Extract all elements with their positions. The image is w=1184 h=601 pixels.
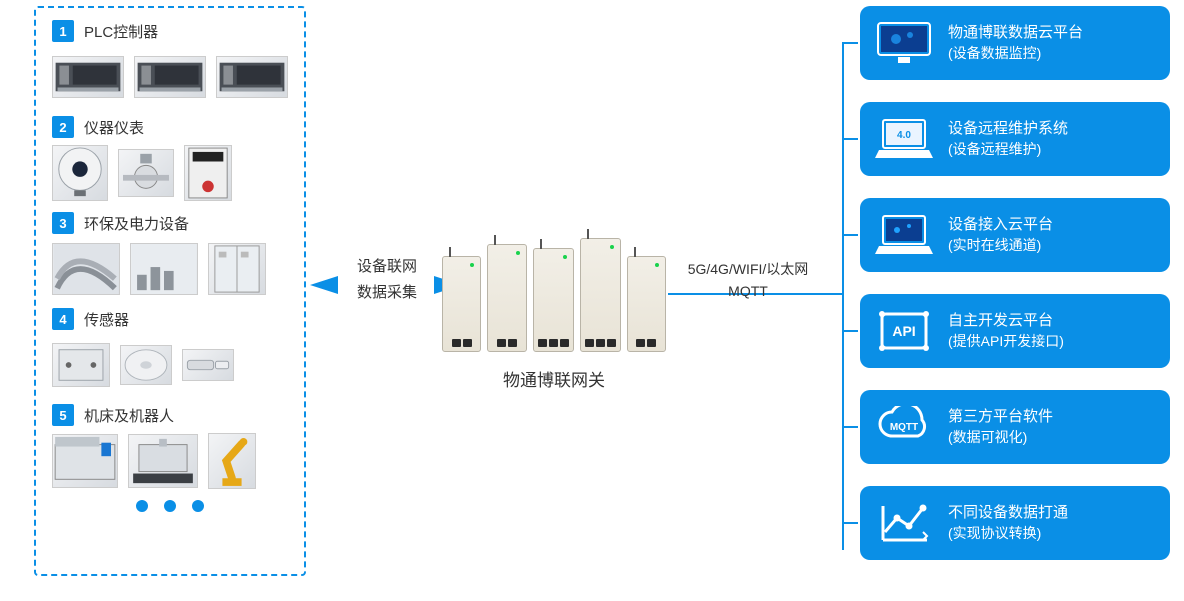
api-icon: API xyxy=(874,307,934,355)
category-title: 环保及电力设备 xyxy=(84,213,189,234)
device-image xyxy=(52,243,120,295)
category-2: 2 仪器仪表 xyxy=(52,116,288,202)
monitor-icon xyxy=(874,19,934,67)
mid-label-2: 数据采集 xyxy=(332,280,442,306)
chart-icon xyxy=(874,499,934,547)
service-card-6: 不同设备数据打通(实现协议转换) xyxy=(860,486,1170,560)
card-text: 不同设备数据打通(实现协议转换) xyxy=(948,503,1068,543)
category-num: 3 xyxy=(52,212,74,234)
gateway-unit xyxy=(442,256,481,352)
device-image xyxy=(52,145,108,201)
device-image xyxy=(182,349,234,381)
gateway-unit xyxy=(627,256,666,352)
laptop-icon: 4.0 xyxy=(874,115,934,163)
device-image xyxy=(184,145,232,201)
device-image xyxy=(118,149,174,197)
device-image xyxy=(128,434,198,488)
svg-text:API: API xyxy=(892,323,915,339)
card-line1: 不同设备数据打通 xyxy=(948,503,1068,523)
device-image xyxy=(216,56,288,98)
device-image xyxy=(208,243,266,295)
device-image xyxy=(52,343,110,387)
card-line1: 物通博联数据云平台 xyxy=(948,23,1083,43)
category-images xyxy=(52,48,288,106)
service-card-2: 4.0 设备远程维护系统(设备远程维护) xyxy=(860,102,1170,176)
device-image xyxy=(208,433,256,489)
svg-text:MQTT: MQTT xyxy=(890,422,918,433)
card-line2: (设备远程维护) xyxy=(948,139,1068,159)
service-card-1: 物通博联数据云平台(设备数据监控) xyxy=(860,6,1170,80)
pager-dot[interactable] xyxy=(192,500,204,512)
right-cards-column: 物通博联数据云平台(设备数据监控) 4.0 设备远程维护系统(设备远程维护) 设备接入… xyxy=(860,6,1170,560)
category-num: 4 xyxy=(52,308,74,330)
category-4: 4 传感器 xyxy=(52,308,288,394)
mid-labels: 设备联网 数据采集 xyxy=(332,254,442,306)
service-card-5: MQTT 第三方平台软件(数据可视化) xyxy=(860,390,1170,464)
pager-dot[interactable] xyxy=(136,500,148,512)
category-title: PLC控制器 xyxy=(84,21,158,42)
right-link-l1: 5G/4G/WIFI/以太网 xyxy=(678,258,818,280)
category-images xyxy=(52,144,288,202)
card-text: 第三方平台软件(数据可视化) xyxy=(948,407,1053,447)
right-link-l2: MQTT xyxy=(678,280,818,302)
card-text: 设备远程维护系统(设备远程维护) xyxy=(948,119,1068,159)
device-image xyxy=(52,56,124,98)
pager xyxy=(52,500,288,512)
card-line2: (提供API开发接口) xyxy=(948,331,1064,351)
card-line1: 设备接入云平台 xyxy=(948,215,1053,235)
mqtt-icon: MQTT xyxy=(874,403,934,451)
gateway-unit xyxy=(533,248,574,352)
card-line2: (设备数据监控) xyxy=(948,43,1083,63)
gateway-cluster: 物通博联网关 xyxy=(442,232,666,391)
device-image xyxy=(134,56,206,98)
category-1: 1 PLC控制器 xyxy=(52,20,288,106)
card-text: 自主开发云平台(提供API开发接口) xyxy=(948,311,1064,351)
pager-dot[interactable] xyxy=(164,500,176,512)
card-line2: (实现协议转换) xyxy=(948,523,1068,543)
right-link-label: 5G/4G/WIFI/以太网 MQTT xyxy=(678,258,818,302)
device-image xyxy=(130,243,198,295)
category-3: 3 环保及电力设备 xyxy=(52,212,288,298)
mid-label-1: 设备联网 xyxy=(332,254,442,280)
category-num: 1 xyxy=(52,20,74,42)
laptop2-icon xyxy=(874,211,934,259)
category-num: 2 xyxy=(52,116,74,138)
device-image xyxy=(52,434,118,488)
card-line1: 设备远程维护系统 xyxy=(948,119,1068,139)
category-images xyxy=(52,240,288,298)
card-line1: 自主开发云平台 xyxy=(948,311,1064,331)
arrow-left xyxy=(310,276,338,294)
card-text: 设备接入云平台(实时在线通道) xyxy=(948,215,1053,255)
left-device-panel: 1 PLC控制器 2 仪器仪表 3 环保及电力设备 4 传感器 5 机床及机器人 xyxy=(34,6,306,576)
category-title: 机床及机器人 xyxy=(84,405,174,426)
category-images xyxy=(52,432,288,490)
t-connector xyxy=(818,12,858,572)
gateway-unit xyxy=(487,244,526,352)
category-title: 仪器仪表 xyxy=(84,117,144,138)
card-line1: 第三方平台软件 xyxy=(948,407,1053,427)
category-num: 5 xyxy=(52,404,74,426)
device-image xyxy=(120,345,172,385)
service-card-4: API 自主开发云平台(提供API开发接口) xyxy=(860,294,1170,368)
category-title: 传感器 xyxy=(84,309,129,330)
card-line2: (实时在线通道) xyxy=(948,235,1053,255)
card-text: 物通博联数据云平台(设备数据监控) xyxy=(948,23,1083,63)
gateway-unit xyxy=(580,238,621,352)
gateway-label: 物通博联网关 xyxy=(442,366,666,391)
card-line2: (数据可视化) xyxy=(948,427,1053,447)
category-5: 5 机床及机器人 xyxy=(52,404,288,490)
category-images xyxy=(52,336,288,394)
svg-text:4.0: 4.0 xyxy=(897,130,911,141)
service-card-3: 设备接入云平台(实时在线通道) xyxy=(860,198,1170,272)
